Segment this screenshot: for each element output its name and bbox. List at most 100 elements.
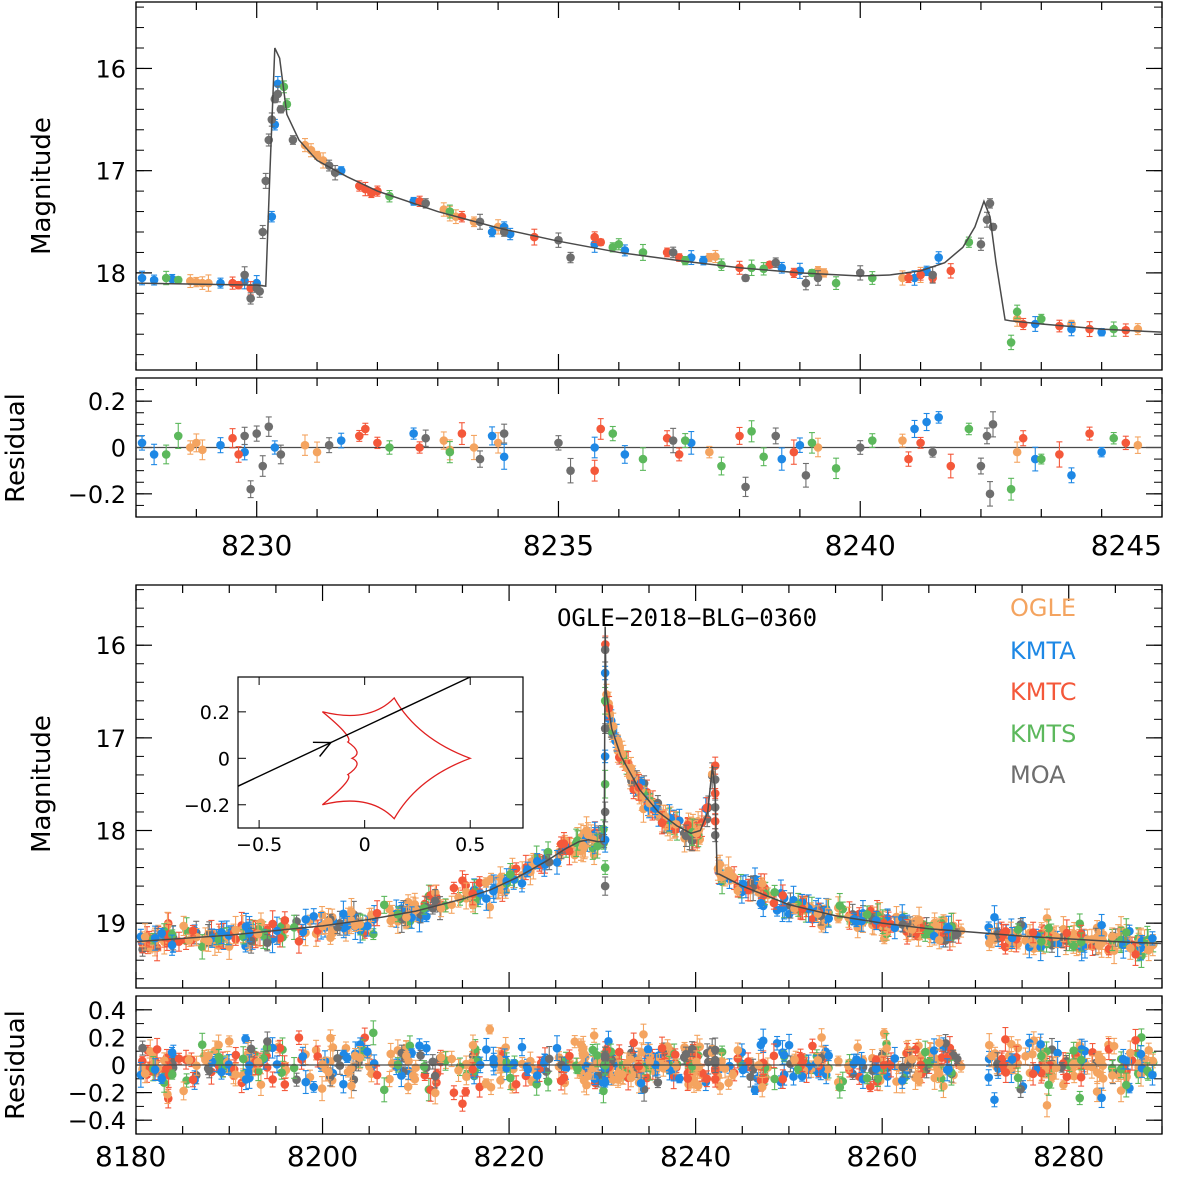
top-residual-point-kmtc	[458, 423, 467, 445]
top-residual-point-moa-marker	[856, 443, 865, 452]
top-residual-point-kmts	[1037, 454, 1046, 464]
top-residual-point-moa-marker	[264, 422, 273, 431]
bottom-point-ogle-marker	[482, 878, 491, 887]
bottom-point-kmts-marker	[506, 870, 515, 879]
top-point-kmtc-marker	[904, 274, 913, 283]
bottom-point-ogle-marker	[1052, 932, 1061, 941]
bottom-point-kmtc-marker	[1029, 928, 1038, 937]
top-residual-point-kmts-marker	[759, 452, 768, 461]
bottom-point-kmts-marker	[1075, 919, 1084, 928]
top-residual-point-kmtc	[590, 460, 599, 481]
top-point-kmta-marker	[138, 274, 147, 283]
bottom-point-kmta-marker	[1053, 940, 1062, 949]
bottom-point-ogle-marker	[254, 929, 263, 938]
top-residual-point-ogle-marker	[494, 439, 503, 448]
bottom-point-kmta-marker	[553, 858, 562, 867]
top-residual-point-kmts-marker	[174, 432, 183, 441]
top-residual-point-moa	[986, 482, 995, 506]
top-residual-point-moa-marker	[252, 429, 261, 438]
top-model-curve	[136, 48, 1162, 332]
bottom-point-kmtc-marker	[295, 937, 304, 946]
top-residual-point-kmta	[590, 437, 599, 458]
top-residual-point-kmts-marker	[162, 450, 171, 459]
top-residual-point-moa	[252, 426, 261, 441]
top-residual-point-kmtc-marker	[790, 448, 799, 457]
top-residual-point-moa-marker	[500, 429, 509, 438]
top-residual-point-moa	[421, 430, 430, 446]
bottom-point-kmts-marker	[1069, 942, 1078, 951]
top-residual-point-kmta	[922, 414, 931, 431]
bottom-point-ogle-marker	[758, 879, 767, 888]
bottom-point-kmtc-marker	[189, 926, 198, 935]
top-point-kmts-marker	[615, 240, 624, 249]
top-residual-point-moa	[977, 458, 986, 474]
top-point-kmts	[639, 245, 648, 261]
top-residual-point-kmts-marker	[868, 436, 877, 445]
top-residual-point-moa-marker	[989, 420, 998, 429]
top-magnitude-label: Magnitude	[27, 117, 57, 255]
bottom-point-ogle-marker	[204, 937, 213, 946]
top-point-moa-marker	[258, 228, 267, 237]
top-point-moa-marker	[240, 271, 249, 280]
top-residual-point-kmtc	[735, 427, 744, 444]
bottom-point-ogle-marker	[1043, 914, 1052, 923]
top-residual-point-kmta-marker	[337, 436, 346, 445]
top-residual-point-ogle	[440, 432, 449, 449]
top-residual-point-kmtc-marker	[735, 432, 744, 441]
bottom-point-kmts-marker	[1037, 937, 1046, 946]
bottom-point-kmtc-marker	[1063, 929, 1072, 938]
bottom-point-kmta-marker	[990, 913, 999, 922]
top-residual-point-kmts	[639, 448, 648, 471]
top-point-kmts-marker	[747, 263, 756, 272]
top-residual-point-moa	[476, 451, 485, 467]
top-residual-point-moa-marker	[669, 436, 678, 445]
top-residual-point-kmtc-marker	[415, 443, 424, 452]
top-residual-point-kmtc-marker	[234, 450, 243, 459]
top-residual-label: Residual	[1, 393, 31, 503]
top-point-kmts	[747, 260, 756, 275]
bottom-point-ogle-marker	[347, 908, 356, 917]
bottom-point-ogle-marker	[1108, 932, 1117, 941]
bottom-point-kmtc-marker	[281, 916, 290, 925]
top-residual-point-moa	[258, 456, 267, 477]
top-point-moa-marker	[814, 274, 823, 283]
top-point-kmta-marker	[216, 279, 225, 288]
bottom-point-kmts-marker	[1014, 925, 1023, 934]
top-residual-point-kmtc-marker	[355, 432, 364, 441]
bottom-point-kmta-marker	[422, 912, 431, 921]
bottom-point-ogle-marker	[141, 933, 150, 942]
y-tick-label: 17	[95, 158, 126, 186]
top-residual-point-kmtc-marker	[1085, 429, 1094, 438]
top-residual-point-kmta-marker	[216, 441, 225, 450]
top-point-kmts	[868, 272, 877, 285]
top-point-moa	[856, 266, 865, 280]
top-point-moa-marker	[802, 279, 811, 288]
top-residual-point-kmtc-marker	[675, 450, 684, 459]
top-point-kmtc	[1085, 322, 1094, 337]
top-point-kmts-marker	[1037, 315, 1046, 324]
top-residual-point-ogle-marker	[192, 439, 201, 448]
bottom-point-ogle-marker	[987, 934, 996, 943]
top-residual-point-kmta-marker	[796, 441, 805, 450]
top-residual-point-kmta-marker	[138, 439, 147, 448]
top-residual-point-moa-marker	[277, 450, 286, 459]
top-residual-point-moa-marker	[325, 441, 334, 450]
top-point-moa	[246, 293, 255, 304]
top-residual-point-kmts-marker	[639, 455, 648, 464]
bottom-point-moa-marker	[431, 897, 440, 906]
top-residual-point-kmts-marker	[1109, 434, 1118, 443]
top-residual-point-ogle-marker	[1134, 441, 1143, 450]
bottom-point-kmta-marker	[301, 915, 310, 924]
top-point-ogle	[204, 275, 213, 291]
top-residual-point-moa-marker	[986, 490, 995, 499]
top-point-moa	[986, 199, 995, 208]
top-residual-point-kmtc	[234, 447, 243, 463]
top-residual-point-moa-marker	[246, 485, 255, 494]
top-residual-points	[138, 412, 1142, 506]
top-residual-point-kmtc-marker	[1019, 434, 1028, 443]
top-residual-point-kmts-marker	[1007, 485, 1016, 494]
top-residual-point-ogle	[313, 442, 322, 462]
top-point-moa	[289, 136, 298, 145]
